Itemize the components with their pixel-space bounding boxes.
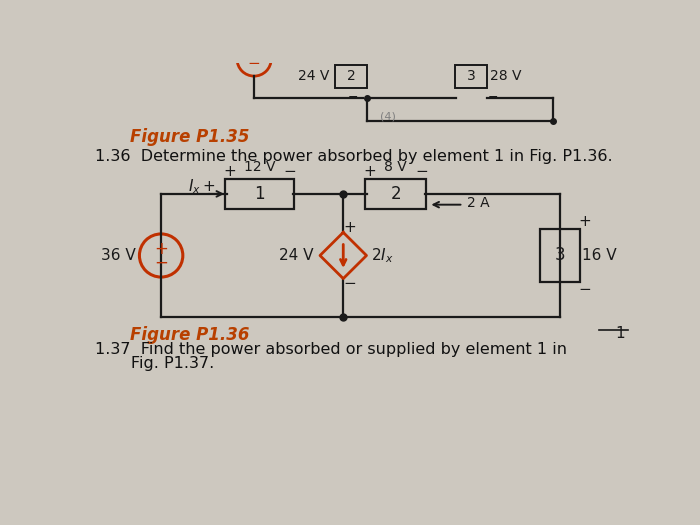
Text: $I_x$: $I_x$ xyxy=(188,177,201,195)
Text: 16 V: 16 V xyxy=(582,248,617,263)
Text: 3: 3 xyxy=(467,69,475,83)
Text: +: + xyxy=(224,163,237,179)
Text: +: + xyxy=(363,163,376,179)
Text: +: + xyxy=(202,178,215,194)
Text: (4): (4) xyxy=(381,112,396,122)
FancyBboxPatch shape xyxy=(365,178,426,209)
Text: −: − xyxy=(248,56,260,71)
Text: +: + xyxy=(154,239,168,258)
Text: −: − xyxy=(579,282,592,297)
Text: −: − xyxy=(284,163,296,179)
Text: Fig. P1.37.: Fig. P1.37. xyxy=(95,355,214,371)
Text: −: − xyxy=(154,254,168,271)
Text: 2: 2 xyxy=(391,185,401,203)
Text: +: + xyxy=(579,214,592,229)
FancyBboxPatch shape xyxy=(335,65,368,88)
Text: 24 V: 24 V xyxy=(279,248,314,263)
Text: $2I_x$: $2I_x$ xyxy=(371,246,393,265)
Text: Figure P1.36: Figure P1.36 xyxy=(130,327,250,344)
Text: −: − xyxy=(343,277,356,291)
FancyBboxPatch shape xyxy=(455,65,487,88)
Text: −: − xyxy=(347,91,358,104)
Text: 2: 2 xyxy=(346,69,356,83)
Text: 1: 1 xyxy=(255,185,265,203)
Text: 1: 1 xyxy=(615,327,624,341)
Text: −: − xyxy=(415,163,428,179)
Text: 2 A: 2 A xyxy=(468,196,490,210)
FancyBboxPatch shape xyxy=(225,178,295,209)
Text: 28 V: 28 V xyxy=(491,69,522,83)
Text: −: − xyxy=(488,91,498,104)
Text: 12 V: 12 V xyxy=(244,160,276,174)
FancyBboxPatch shape xyxy=(540,229,580,282)
Text: +: + xyxy=(343,219,356,235)
Text: 3: 3 xyxy=(555,247,566,265)
Text: 24 V: 24 V xyxy=(298,69,329,83)
Text: Figure P1.35: Figure P1.35 xyxy=(130,129,250,146)
Text: 8 V: 8 V xyxy=(384,160,407,174)
Text: 36 V: 36 V xyxy=(101,248,136,263)
Text: 1.36  Determine the power absorbed by element 1 in Fig. P1.36.: 1.36 Determine the power absorbed by ele… xyxy=(95,149,613,164)
Text: 1.37  Find the power absorbed or supplied by element 1 in: 1.37 Find the power absorbed or supplied… xyxy=(95,342,567,357)
